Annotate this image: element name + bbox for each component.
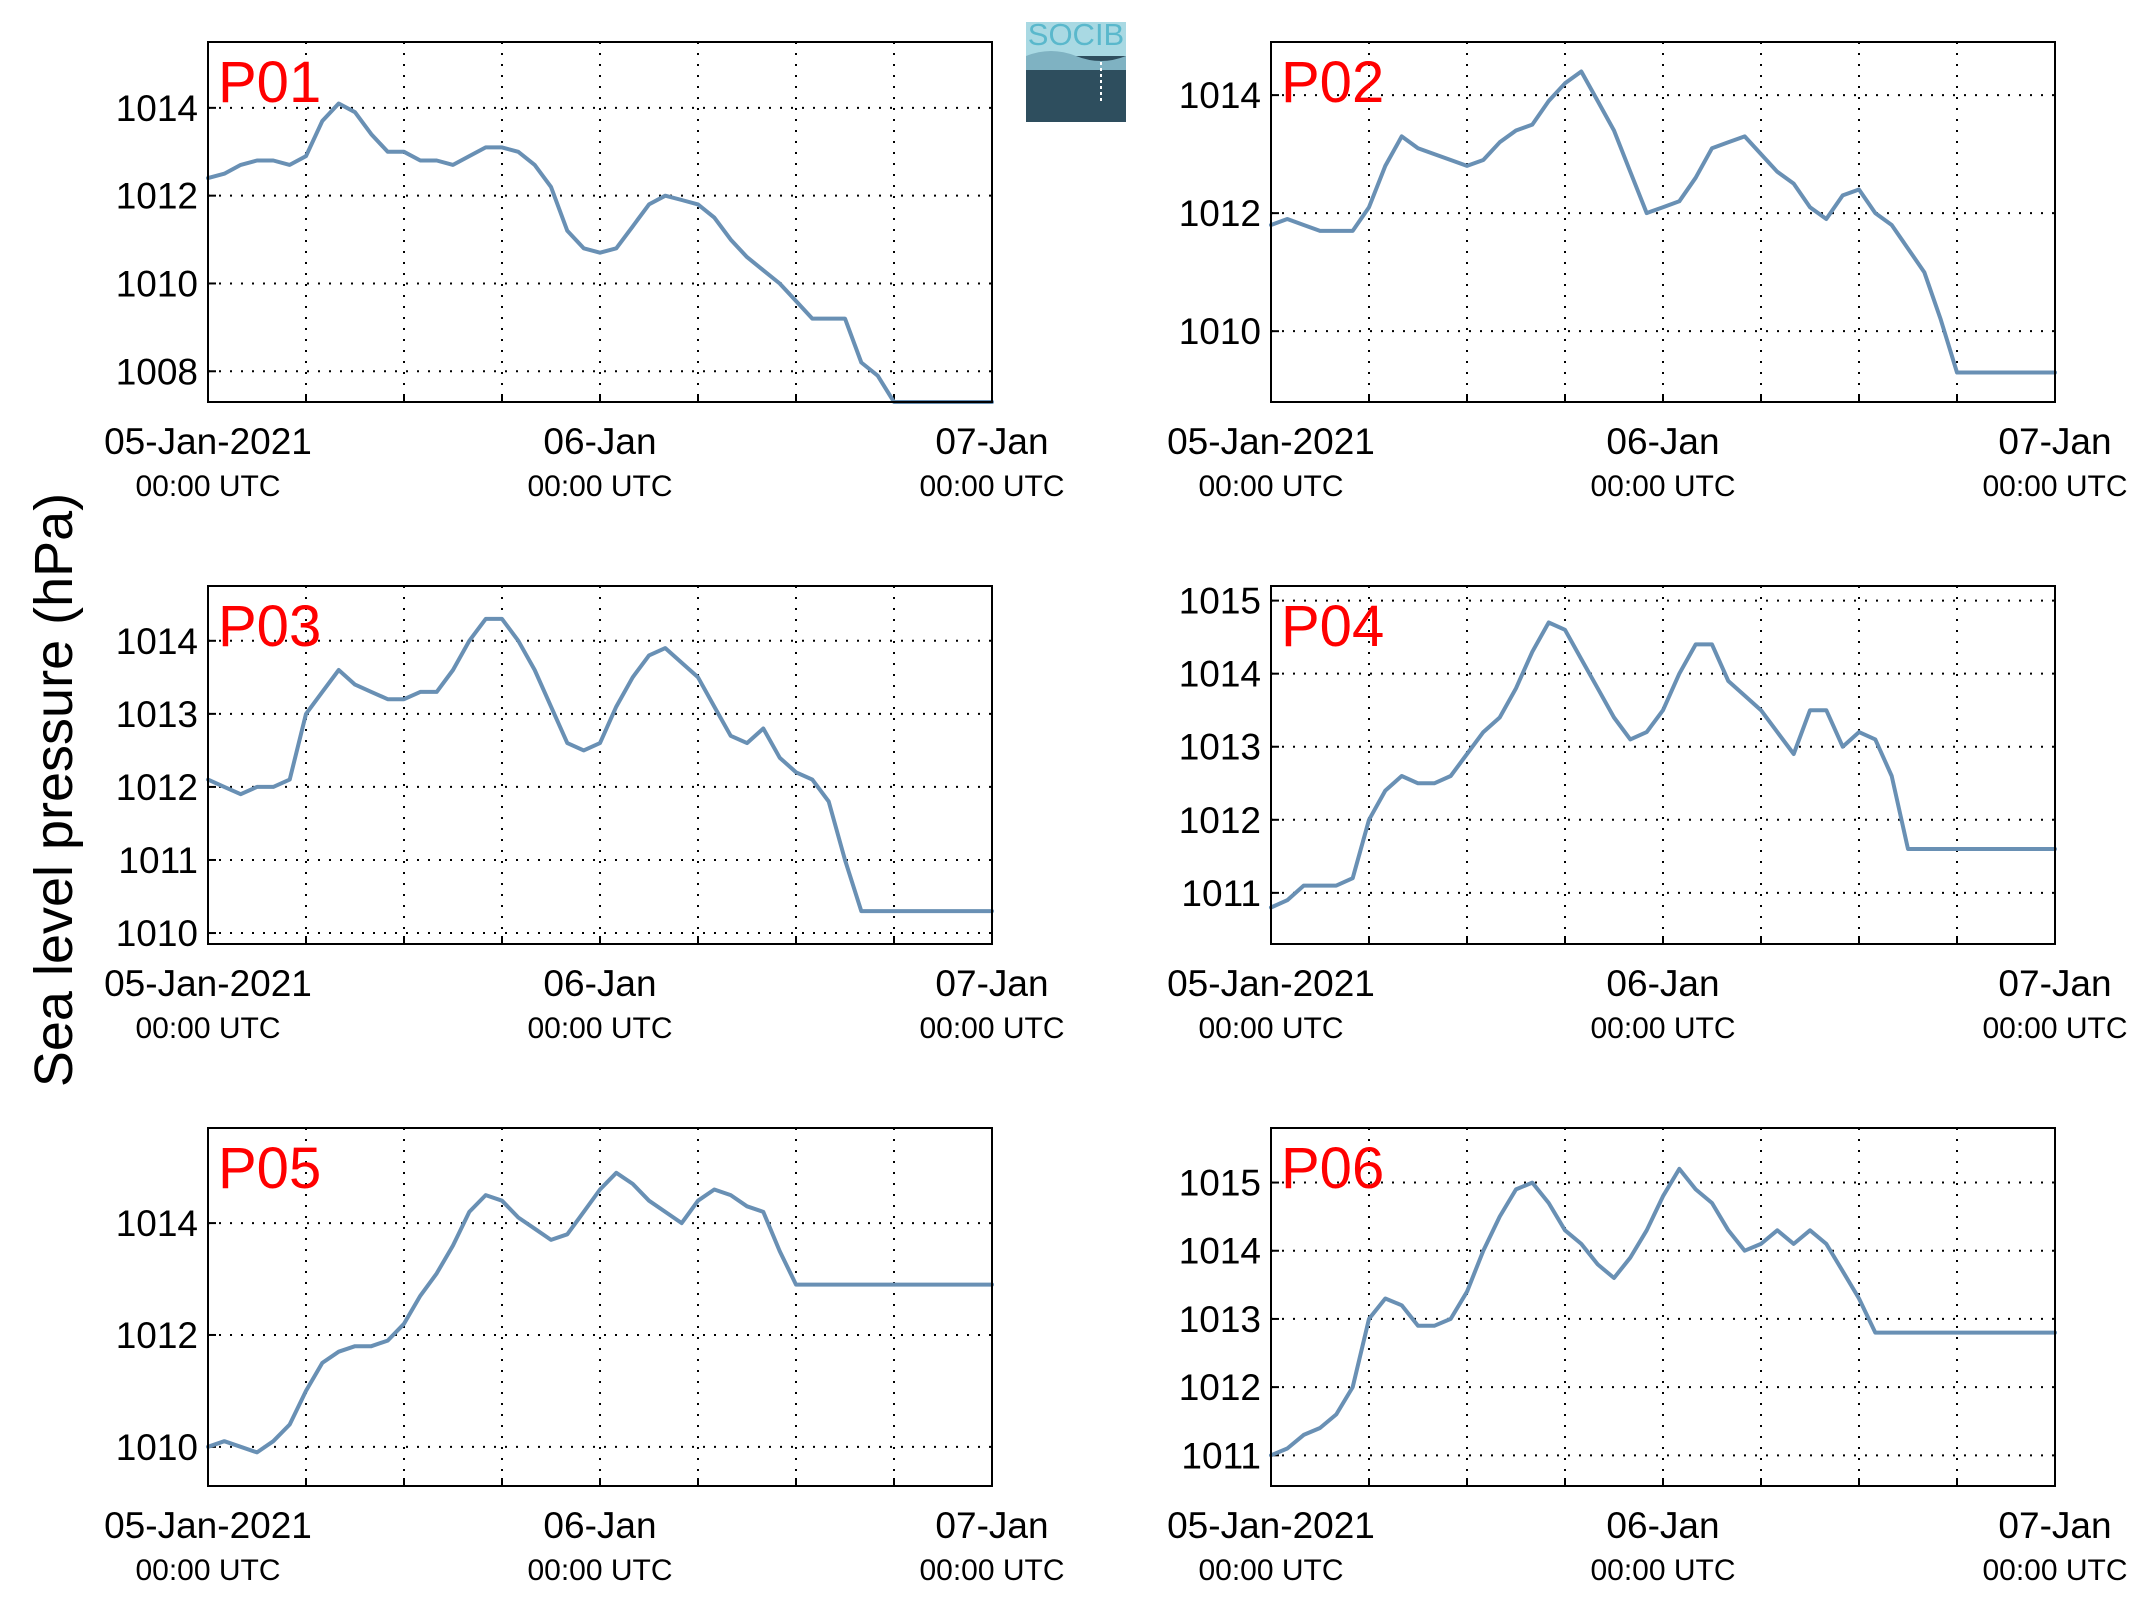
x-tick-label: 06-Jan [1606,1505,1719,1546]
logo-wave [1026,51,1126,70]
y-tick-label: 1010 [116,913,198,954]
x-tick-sublabel: 00:00 UTC [1982,1554,2127,1587]
logo-sky [1026,22,1126,56]
x-tick-sublabel: 00:00 UTC [527,470,672,503]
y-tick-label: 1010 [116,263,198,304]
y-tick-label: 1015 [1179,581,1261,622]
y-tick-label: 1014 [116,88,198,129]
x-tick-sublabel: 00:00 UTC [135,470,280,503]
x-tick-label: 06-Jan [543,1505,656,1546]
x-tick-label: 05-Jan-2021 [1167,963,1375,1004]
panel-p01: 1008 1010 1012 1014 05-Jan-2021 00:00 UTC 06-J… [104,41,1065,503]
x-tick-sublabel: 00:00 UTC [919,1012,1064,1045]
x-tick-sublabel: 00:00 UTC [919,1554,1064,1587]
series-line [1269,69,2057,375]
panel-label: P05 [218,1136,321,1201]
plot-frame [1270,41,2056,403]
series-line [1269,1166,2057,1458]
panel-label: P02 [1281,50,1384,115]
y-tick-label: 1010 [116,1427,198,1468]
panel-p04: 1011 1012 1013 1014 1015 05-Jan-2021 00:00 UTC… [1167,581,2127,1045]
x-tick-label: 06-Jan [543,963,656,1004]
x-tick-label: 07-Jan [935,421,1048,462]
y-tick-label: 1012 [1179,1367,1261,1408]
x-tick-label: 06-Jan [543,421,656,462]
x-tick-label: 05-Jan-2021 [104,1505,312,1546]
y-tick-label: 1014 [116,1203,198,1244]
socib-logo: SOCIB [1026,17,1126,122]
panel-label: P01 [218,50,321,115]
x-tick-sublabel: 00:00 UTC [919,470,1064,503]
panel-label: P04 [1281,594,1384,659]
series-line [206,101,994,404]
y-tick-label: 1012 [1179,193,1261,234]
x-tick-label: 05-Jan-2021 [1167,421,1375,462]
plot-frame [1270,1127,2056,1487]
x-tick-label: 05-Jan-2021 [104,421,312,462]
y-tick-label: 1013 [1179,727,1261,768]
x-tick-label: 07-Jan [1998,421,2111,462]
x-tick-sublabel: 00:00 UTC [1198,470,1343,503]
x-tick-label: 07-Jan [1998,1505,2111,1546]
x-tick-sublabel: 00:00 UTC [1982,470,2127,503]
x-tick-sublabel: 00:00 UTC [527,1554,672,1587]
y-tick-label: 1010 [1179,311,1261,352]
x-tick-sublabel: 00:00 UTC [527,1012,672,1045]
y-tick-label: 1013 [1179,1299,1261,1340]
series-line [206,1170,994,1455]
plot-frame [207,1127,993,1487]
y-tick-label: 1014 [1179,654,1261,695]
y-axis-label: Sea level pressure (hPa) [24,493,84,1087]
logo-text: SOCIB [1028,17,1124,52]
panel-p02: 1010 1012 1014 05-Jan-2021 00:00 UTC 06-Jan 00… [1167,41,2128,503]
x-tick-sublabel: 00:00 UTC [1198,1012,1343,1045]
y-tick-label: 1012 [1179,800,1261,841]
y-tick-label: 1014 [1179,1231,1261,1272]
y-tick-label: 1011 [118,840,198,881]
x-tick-sublabel: 00:00 UTC [1198,1554,1343,1587]
x-tick-sublabel: 00:00 UTC [1982,1012,2127,1045]
series-line [206,616,994,914]
x-tick-label: 06-Jan [1606,421,1719,462]
plot-frame [207,585,993,945]
y-tick-label: 1011 [1181,1435,1261,1476]
panel-p05: 1010 1012 1014 05-Jan-2021 00:00 UTC 06-Jan 00… [104,1127,1065,1587]
x-tick-label: 05-Jan-2021 [1167,1505,1375,1546]
x-tick-sublabel: 00:00 UTC [1590,1012,1735,1045]
plot-frame [1270,585,2056,945]
panel-p06: 1011 1012 1013 1014 1015 05-Jan-2021 00:00 UTC… [1167,1127,2128,1587]
x-tick-label: 07-Jan [935,963,1048,1004]
y-tick-label: 1012 [116,176,198,217]
x-tick-label: 07-Jan [935,1505,1048,1546]
panel-p03: 1010 1011 1012 1013 1014 05-Jan-2021 00:00 UTC… [104,585,1065,1045]
y-tick-label: 1008 [116,351,198,392]
y-tick-label: 1014 [1179,75,1261,116]
x-tick-sublabel: 00:00 UTC [1590,1554,1735,1587]
plot-frame [207,41,993,403]
y-tick-label: 1014 [116,621,198,662]
x-tick-label: 07-Jan [1998,963,2111,1004]
y-tick-label: 1011 [1181,873,1261,914]
y-tick-label: 1013 [116,694,198,735]
x-tick-sublabel: 00:00 UTC [135,1554,280,1587]
x-tick-sublabel: 00:00 UTC [135,1012,280,1045]
x-tick-label: 05-Jan-2021 [104,963,312,1004]
y-tick-label: 1012 [116,1315,198,1356]
panel-label: P03 [218,594,321,659]
y-tick-label: 1015 [1179,1163,1261,1204]
x-tick-label: 06-Jan [1606,963,1719,1004]
panel-label: P06 [1281,1136,1384,1201]
y-tick-label: 1012 [116,767,198,808]
x-tick-sublabel: 00:00 UTC [1590,470,1735,503]
series-line [1269,620,2057,910]
